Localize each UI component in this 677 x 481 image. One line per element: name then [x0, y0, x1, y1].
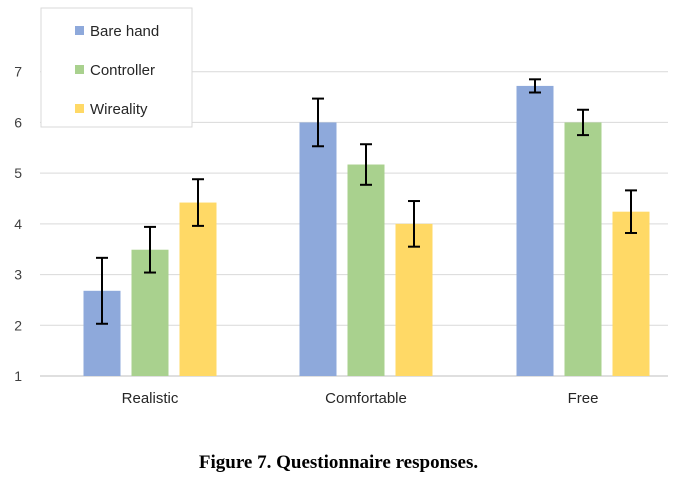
figure-caption: Figure 7. Questionnaire responses.	[198, 452, 479, 473]
y-tick-label: 3	[14, 267, 22, 283]
error-bar-bare-hand-realistic	[96, 256, 108, 325]
category-label-free: Free	[568, 390, 599, 407]
error-bar-bare-hand-free	[529, 78, 541, 94]
bar-controller-free	[564, 122, 602, 376]
bar-controller-comfortable	[347, 164, 385, 376]
legend-label-wireality: Wireality	[90, 101, 148, 118]
y-tick-label: 2	[14, 317, 22, 333]
bar-bare-hand-free	[516, 85, 554, 377]
y-tick-label: 6	[14, 114, 22, 130]
error-bar-controller-free	[577, 108, 589, 137]
error-bar-controller-realistic	[144, 225, 156, 274]
y-tick-label: 4	[14, 216, 22, 232]
legend-swatch-wireality	[75, 104, 84, 113]
error-bar-wireality-realistic	[192, 178, 204, 227]
bars	[83, 85, 650, 377]
error-bars	[96, 78, 637, 325]
bar-bare-hand-comfortable	[299, 122, 337, 376]
legend-swatch-controller	[75, 65, 84, 74]
error-bar-wireality-comfortable	[408, 200, 420, 248]
bar-wireality-realistic	[179, 202, 217, 376]
legend-label-controller: Controller	[90, 62, 155, 79]
bar-chart: 1 2 3 4 5 6 7 Realistic Comfortable Free Bare ha…	[14, 7, 668, 407]
bar-wireality-comfortable	[395, 223, 433, 376]
y-tick-label: 7	[14, 64, 22, 80]
error-bar-wireality-free	[625, 189, 637, 234]
legend-box	[40, 7, 193, 128]
y-tick-label: 1	[14, 368, 22, 384]
category-label-comfortable: Comfortable	[325, 390, 407, 407]
category-label-realistic: Realistic	[122, 390, 179, 407]
x-axis-labels: Realistic Comfortable Free	[122, 390, 599, 407]
error-bar-controller-comfortable	[360, 143, 372, 186]
bar-wireality-free	[612, 211, 650, 376]
y-axis: 1 2 3 4 5 6 7	[14, 64, 22, 384]
error-bar-bare-hand-comfortable	[312, 97, 324, 148]
legend-swatch-bare-hand	[75, 26, 84, 35]
y-tick-label: 5	[14, 165, 22, 181]
legend: Bare hand Controller Wireality	[40, 7, 193, 128]
legend-label-bare-hand: Bare hand	[90, 23, 159, 40]
